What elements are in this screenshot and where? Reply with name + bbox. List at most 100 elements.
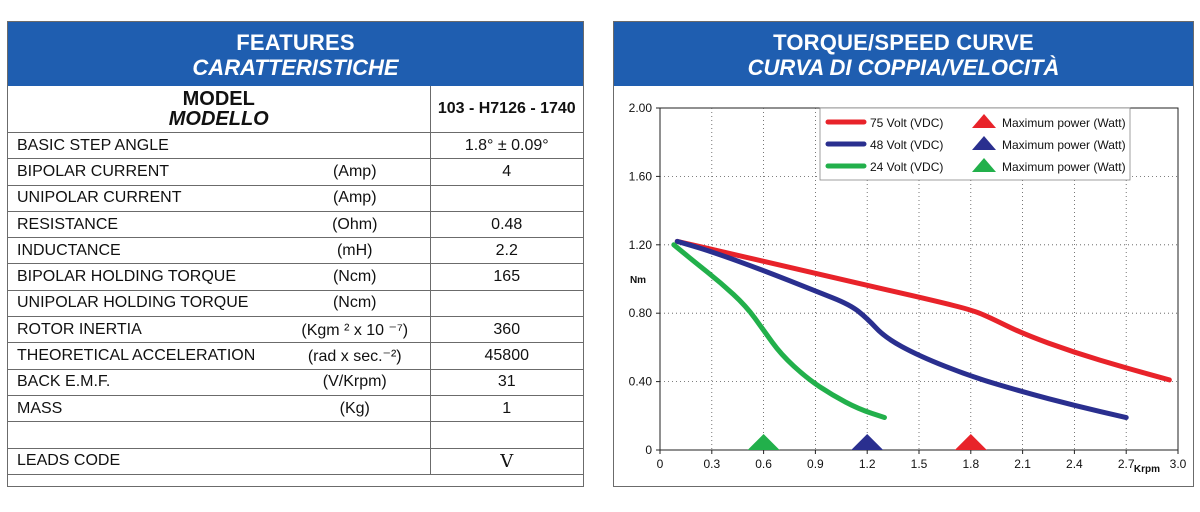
x-tick-label: 1.5 xyxy=(911,457,928,471)
chart-subtitle: CURVA DI COPPIA/VELOCITÀ xyxy=(747,55,1060,80)
features-subtitle: CARATTERISTICHE xyxy=(192,55,399,80)
spec-value: 2.2 xyxy=(429,237,583,265)
y-tick-label: 1.20 xyxy=(629,238,653,252)
spec-row: BACK E.M.F. (V/Krpm) 31 xyxy=(8,369,583,396)
spec-row xyxy=(8,421,583,449)
spec-row: RESISTANCE (Ohm) 0.48 xyxy=(8,211,583,239)
spec-value: 0.48 xyxy=(429,211,583,239)
features-panel: FEATURES CARATTERISTICHE MODEL MODELLO 1… xyxy=(7,21,584,487)
spec-value: V xyxy=(429,448,583,475)
spec-value: 4 xyxy=(429,158,583,186)
x-tick-label: 1.8 xyxy=(962,457,979,471)
model-value: 103 - H7126 - 1740 xyxy=(429,86,583,133)
series-line-1 xyxy=(674,238,1129,421)
spec-unit: (Kg) xyxy=(280,395,430,423)
legend-marker-label-2: Maximum power (Watt) xyxy=(1002,160,1126,174)
spec-unit: (rad x sec.⁻²) xyxy=(280,342,430,370)
spec-name: UNIPOLAR CURRENT xyxy=(8,185,280,212)
max-power-marker-2 xyxy=(747,434,780,450)
spec-unit: (mH) xyxy=(280,237,430,265)
spec-row: MASS (Kg) 1 xyxy=(8,395,583,423)
spec-unit xyxy=(280,132,430,160)
spec-unit: (V/Krpm) xyxy=(280,369,430,396)
x-tick-label: 1.2 xyxy=(859,457,876,471)
spec-value xyxy=(429,421,583,449)
spec-unit: (Ncm) xyxy=(280,290,430,318)
spec-unit: (Amp) xyxy=(280,185,430,212)
y-tick-label: 0.80 xyxy=(629,306,653,320)
spec-value xyxy=(429,185,583,212)
spec-value xyxy=(429,290,583,318)
spec-row: INDUCTANCE (mH) 2.2 xyxy=(8,237,583,265)
spec-value: 165 xyxy=(429,263,583,291)
spec-unit: (Kgm ² x 10 ⁻⁷) xyxy=(280,316,430,344)
x-tick-label: 3.0 xyxy=(1170,457,1187,471)
spec-row: BIPOLAR CURRENT (Amp) 4 xyxy=(8,158,583,186)
spec-name: BASIC STEP ANGLE xyxy=(8,132,280,160)
spec-value: 1.8° ± 0.09° xyxy=(429,132,583,160)
spec-name: INDUCTANCE xyxy=(8,237,280,265)
legend: 75 Volt (VDC) Maximum power (Watt) 48 Volt… xyxy=(819,107,1131,181)
model-row: MODEL MODELLO 103 - H7126 - 1740 xyxy=(8,86,583,133)
spec-row: LEADS CODE V xyxy=(8,448,583,475)
x-tick-label: 2.4 xyxy=(1066,457,1083,471)
spec-name: THEORETICAL ACCELERATION xyxy=(8,342,280,370)
spec-name: RESISTANCE xyxy=(8,211,280,239)
spec-value: 31 xyxy=(429,369,583,396)
spec-row: THEORETICAL ACCELERATION (rad x sec.⁻²) 45… xyxy=(8,342,583,370)
spec-name: ROTOR INERTIA xyxy=(8,316,280,344)
model-label: MODEL MODELLO xyxy=(8,89,430,129)
torque-panel: TORQUE/SPEED CURVE CURVA DI COPPIA/VELOC… xyxy=(613,21,1194,487)
x-tick-label: 0 xyxy=(657,457,664,471)
spec-unit: (Ncm) xyxy=(280,263,430,291)
spec-name: BACK E.M.F. xyxy=(8,369,280,396)
y-tick-label: 0 xyxy=(645,443,652,457)
model-label-it: MODELLO xyxy=(168,108,269,130)
legend-label-0: 75 Volt (VDC) xyxy=(870,116,943,130)
x-tick-label: 0.3 xyxy=(703,457,720,471)
spec-name xyxy=(8,421,280,449)
y-tick-label: 2.00 xyxy=(629,101,653,115)
legend-label-1: 48 Volt (VDC) xyxy=(870,138,943,152)
legend-marker-label-0: Maximum power (Watt) xyxy=(1002,116,1126,130)
legend-marker-label-1: Maximum power (Watt) xyxy=(1002,138,1126,152)
features-title: FEATURES xyxy=(236,30,355,55)
legend-label-2: 24 Volt (VDC) xyxy=(870,160,943,174)
x-tick-label: 0.9 xyxy=(807,457,824,471)
x-tick-label: 2.1 xyxy=(1014,457,1031,471)
spec-value: 360 xyxy=(429,316,583,344)
spec-row: UNIPOLAR CURRENT (Amp) xyxy=(8,185,583,212)
max-power-marker-0 xyxy=(954,434,987,450)
y-axis-label: Nm xyxy=(630,275,646,286)
spec-value: 1 xyxy=(429,395,583,423)
features-table: MODEL MODELLO 103 - H7126 - 1740 BASIC S… xyxy=(8,86,583,475)
spec-name: UNIPOLAR HOLDING TORQUE xyxy=(8,290,280,318)
chart-title: TORQUE/SPEED CURVE xyxy=(773,30,1034,55)
x-tick-label: 2.7 xyxy=(1118,457,1135,471)
legend-box xyxy=(819,107,1131,181)
spec-name: MASS xyxy=(8,395,280,423)
y-tick-label: 0.40 xyxy=(629,375,653,389)
spec-value: 45800 xyxy=(429,342,583,370)
x-tick-label: 0.6 xyxy=(755,457,772,471)
series-line-2 xyxy=(671,242,887,421)
spec-row: BASIC STEP ANGLE 1.8° ± 0.09° xyxy=(8,132,583,160)
max-power-marker-1 xyxy=(851,434,884,450)
spec-unit: (Amp) xyxy=(280,158,430,186)
spec-name: LEADS CODE xyxy=(8,448,280,475)
spec-row: UNIPOLAR HOLDING TORQUE (Ncm) xyxy=(8,290,583,318)
spec-unit xyxy=(280,448,430,475)
spec-unit xyxy=(280,421,430,449)
legend-marker-2 xyxy=(972,158,996,172)
spec-name: BIPOLAR HOLDING TORQUE xyxy=(8,263,280,291)
y-tick-label: 1.60 xyxy=(629,169,653,183)
torque-header: TORQUE/SPEED CURVE CURVA DI COPPIA/VELOC… xyxy=(614,22,1193,86)
spec-unit: (Ohm) xyxy=(280,211,430,239)
spec-name: BIPOLAR CURRENT xyxy=(8,158,280,186)
spec-row: ROTOR INERTIA (Kgm ² x 10 ⁻⁷) 360 xyxy=(8,316,583,344)
spec-row: BIPOLAR HOLDING TORQUE (Ncm) 165 xyxy=(8,263,583,291)
x-axis-label: Krpm xyxy=(1134,464,1160,475)
legend-marker-0 xyxy=(972,114,996,128)
legend-marker-1 xyxy=(972,136,996,150)
features-header: FEATURES CARATTERISTICHE xyxy=(8,22,583,86)
